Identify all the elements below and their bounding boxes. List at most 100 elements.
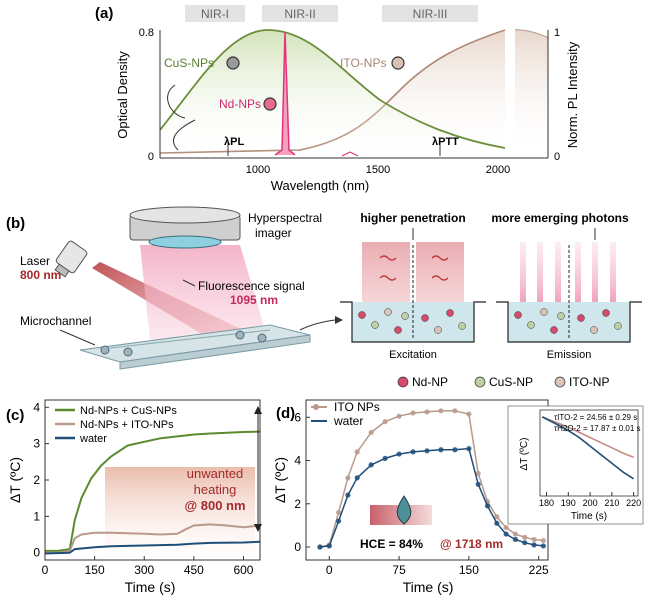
droplet-icon	[396, 495, 412, 525]
d-plot-point-0	[512, 531, 519, 537]
ito-area-tail	[515, 30, 548, 157]
laser-device	[54, 240, 88, 278]
inset-plot-xtick-label: 180	[539, 498, 554, 508]
inset-plot-series-1	[541, 416, 635, 480]
fluorescence-beam	[140, 245, 268, 340]
a-xtick-1000: 1000	[246, 164, 270, 176]
band-nir1: NIR-I	[201, 7, 229, 21]
d-plot-ytick-label: 4	[294, 454, 301, 468]
d-plot-point-0	[368, 429, 374, 436]
d-plot-point-1	[522, 540, 528, 546]
lambda-ptt: λPTT	[432, 136, 459, 148]
d-plot-point-0	[335, 509, 342, 516]
c-annot-2: heating	[194, 482, 237, 497]
c-legend-water: water	[79, 433, 107, 445]
d-plot-xtick-label: 225	[529, 563, 549, 577]
cus-curve	[159, 29, 506, 149]
connector-1	[100, 345, 110, 355]
exc-column-1	[362, 242, 410, 302]
imager-lens	[148, 235, 222, 249]
connector-4	[257, 333, 267, 343]
imager-label-1: Hyperspectral	[248, 211, 322, 225]
nd-np-icon	[263, 97, 277, 111]
panel-b-label: (b)	[6, 215, 25, 232]
c-plot-series-2	[44, 540, 261, 555]
d-plot-point-1	[540, 543, 546, 549]
d-plot-point-1	[410, 449, 416, 455]
panel-b: (b) Hyperspectral imager Laser 800 nm Fl…	[6, 206, 642, 389]
a-ytick-top: 0.8	[139, 27, 154, 39]
em-beam-3	[555, 242, 561, 302]
c-plot-ytick-label: 2	[33, 473, 40, 487]
d-plot-xtick-label: 150	[459, 563, 479, 577]
a-xlabel: Wavelength (nm)	[271, 178, 370, 193]
exc-particles	[358, 308, 466, 334]
c-bracket-bottom	[254, 524, 262, 532]
d-plot-xtick-label: 75	[392, 563, 406, 577]
legend-ito: ITO-NP	[569, 375, 609, 389]
d-plot-point-0	[424, 409, 430, 415]
c-ylabel: ΔT (ºC)	[7, 457, 23, 503]
d-xlabel: Time (s)	[403, 579, 454, 595]
ito-np-icon	[391, 56, 405, 70]
d-plot-point-1	[345, 492, 351, 498]
d-plot-ytick-label: 2	[294, 497, 301, 511]
d-plot-point-1	[466, 446, 472, 452]
inset-plot-series-0	[541, 416, 634, 459]
d-plot-point-1	[335, 518, 342, 524]
d-plot-point-1	[438, 447, 444, 453]
inset-plot-xtick-label: 200	[583, 498, 598, 508]
band-nir2-bg	[262, 5, 338, 22]
band-nir2: NIR-II	[284, 7, 315, 21]
exc-column-2	[416, 242, 464, 302]
c-plot-xtick-label: 0	[42, 563, 49, 577]
d-plot-ytick-label: 6	[294, 410, 301, 424]
d-plot-point-1	[368, 462, 374, 468]
d-plot-point-0	[345, 475, 351, 481]
fluorescence-wavelength: 1095 nm	[230, 293, 278, 307]
d-plot-xtick-label: 0	[326, 563, 333, 577]
panel-c-label: (c)	[6, 407, 24, 424]
emerging-photons: more emerging photons	[491, 211, 629, 225]
a-ylabel-right: Norm. PL Intensity	[565, 41, 580, 148]
imager-top	[129, 206, 241, 224]
d-plot-point-0	[382, 419, 388, 425]
d-plot-point-0	[396, 413, 402, 419]
c-legend-ito: Nd-NPs + ITO-NPs	[80, 419, 174, 431]
nd-peak-small	[341, 151, 359, 157]
d-plot-point-1	[531, 542, 537, 548]
inset-tau-ito: τITO-2 = 24.56 ± 0.29 s	[554, 413, 637, 422]
excitation-label: Excitation	[389, 349, 437, 361]
c-plot: 0 150 300 450 600 0 1 2 3 4	[33, 400, 261, 577]
nd-peak	[274, 31, 296, 156]
microchannel-pointer	[59, 329, 96, 346]
d-plot-point-0	[540, 537, 546, 544]
c-bracket-top	[254, 406, 262, 414]
zoom-arrowhead	[335, 316, 343, 324]
legend-cus: CuS-NP	[489, 375, 533, 389]
panel-d-label: (d)	[276, 405, 295, 422]
band-nir1-bg	[185, 5, 245, 22]
inset-plot-xtick-label: 190	[561, 498, 576, 508]
cus-area	[160, 30, 505, 157]
a-ytick-0: 0	[148, 151, 154, 163]
inset-xlabel: Time (s)	[571, 511, 607, 522]
d-plot-point-0	[354, 449, 360, 455]
d-plot-point-0	[466, 411, 472, 417]
laser-label: Laser	[20, 254, 50, 268]
legend-nd: Nd-NP	[412, 375, 448, 389]
a-legend-nd: Nd-NPs	[219, 97, 261, 111]
ito-np-legend-icon	[554, 376, 566, 388]
lambda-pl: λPL	[224, 136, 244, 148]
c-heating-area	[105, 467, 255, 555]
exc-wave-3	[431, 255, 449, 261]
d-plot-point-0	[475, 470, 481, 477]
inset-box	[507, 405, 644, 525]
c-plot-ytick-label: 4	[33, 400, 40, 414]
d-plot-point-0	[438, 408, 444, 414]
d-legend-ito: ITO NPs	[334, 400, 380, 414]
d-plot-point-0	[452, 408, 458, 414]
d-plot-point-0	[503, 524, 509, 531]
d-plot-point-1	[396, 451, 402, 457]
d-plot-point-1	[484, 503, 491, 509]
